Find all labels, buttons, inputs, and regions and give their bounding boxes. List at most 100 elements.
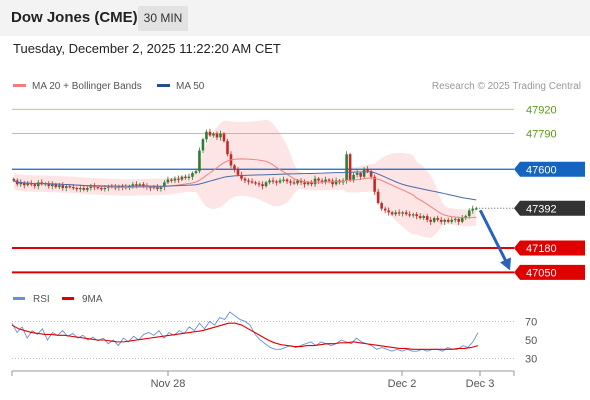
candle-body [471,208,475,211]
candle-body [296,180,299,184]
level-tag-47392 [514,200,585,216]
candle-body [383,208,387,211]
candle-body [19,182,23,185]
candle-body [89,186,93,188]
candle-body [163,182,166,188]
legend-ma50: MA 50 [157,81,204,92]
candle-body [177,178,180,180]
candle-body [404,212,408,215]
candle-body [443,219,447,222]
candle-body [418,216,422,218]
candle-body [464,216,468,218]
candle-body [467,210,471,217]
candle-body [401,212,404,214]
candle-body [278,180,282,183]
candle-body [411,214,415,216]
candle-body [303,182,306,185]
candle-body [247,180,250,182]
x-axis: Nov 28 Dec 2 Dec 3 [11,370,515,390]
candle-body [86,188,89,190]
candle-body [268,180,271,183]
rsi-tick: 50 [525,335,537,347]
level-tag-47180 [514,240,585,256]
x-tick-label: Nov 28 [151,378,186,390]
candle-body [317,178,320,181]
candle-body [250,181,254,183]
level-label-47180: 47180 [526,243,557,255]
candle-body [96,187,100,189]
ma9-label: 9MA [82,294,103,305]
candle-body [380,203,383,209]
candle-body [324,179,327,183]
rsi-swatch [13,297,25,300]
rsi-panel: RSI 9MA 70 50 30 [11,294,537,366]
candle-body [184,176,187,178]
candle-body [320,180,324,183]
candle-body [61,185,65,188]
candle-body [359,173,362,177]
timeframe-button[interactable]: 30 MIN [138,6,188,31]
bollinger-swatch [13,83,26,87]
level-label-47920: 47920 [526,104,557,116]
candle-body [310,182,313,185]
candle-body [191,173,194,177]
candle-body [429,219,432,222]
rsi-tick: 30 [525,354,537,366]
candle-body [240,174,243,179]
candle-body [453,218,457,221]
candle-body [36,182,40,187]
candle-body [457,218,461,222]
candle-body [362,169,366,177]
candle-body [215,133,219,138]
candle-body [243,178,247,181]
candle-body [331,180,334,185]
candle-body [366,169,369,172]
candle-body [327,179,331,181]
candle-body [387,210,390,213]
candle-body [271,180,275,182]
candle-body [103,188,107,190]
candle-body [436,218,440,220]
candle-body [236,169,240,175]
candle-body [100,188,103,190]
candle-body [264,182,268,187]
candle-body [47,183,51,187]
candle-body [72,187,75,189]
candle-body [226,141,229,155]
level-label-47790: 47790 [526,129,557,141]
candle-body [22,182,26,186]
candle-body [408,214,411,216]
candle-body [173,178,177,181]
candle-body [156,187,159,189]
candle-body [390,212,394,215]
candle-body [282,179,285,181]
candle-body [166,179,170,183]
rsi-ma-line [11,322,479,350]
level-label-47392: 47392 [526,203,557,215]
candle-body [450,219,454,222]
candle-body [159,187,163,189]
candle-body [205,131,208,140]
candle-body [212,133,215,136]
candle-body [275,181,278,183]
candle-body [65,186,68,188]
credit-text: Research © 2025 Trading Central [431,81,581,92]
candle-body [474,208,478,210]
level-label-47600: 47600 [526,164,557,176]
timestamp: Tuesday, December 2, 2025 11:22:20 AM CE… [13,41,281,56]
level-tag-47050 [514,264,585,280]
candle-body [93,186,96,188]
candle-body [121,186,124,188]
candle-body [257,183,261,185]
header-bar [0,0,590,36]
level-label-47050: 47050 [526,267,557,279]
ma50-swatch [157,83,170,87]
candle-body [254,182,257,184]
candle-body [75,188,79,190]
ma50-label: MA 50 [176,81,205,92]
candle-body [50,184,54,187]
candle-body [425,216,429,220]
candle-body [348,154,352,181]
candle-body [373,176,376,192]
